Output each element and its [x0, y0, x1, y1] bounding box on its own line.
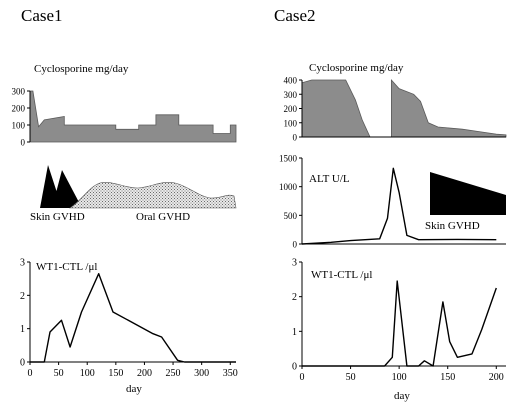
case2-cyclosporine-y-tick-label: 200	[284, 104, 298, 114]
case1-wt1-x-tick-label: 300	[194, 368, 209, 379]
case1-wt1-x-tick-label: 200	[137, 368, 152, 379]
case1-wt1-x-tick-label: 150	[108, 368, 123, 379]
case2-cyclosporine-area-1	[301, 79, 371, 138]
case1-wt1-y-tick-label: 2	[20, 291, 25, 302]
case1-wt1-x-tick-label: 250	[166, 368, 181, 379]
case2-alt-y-tick-label: 0	[293, 240, 298, 250]
case1-skin-gvhd-marker-2	[52, 170, 82, 208]
case1-cyclosporine-y-tick-label: 0	[21, 138, 26, 148]
case1-wt1-label: WT1-CTL /μl	[36, 261, 97, 273]
case2-title: Case2	[274, 6, 316, 25]
case2-cyclosporine-y-tick-label: 0	[293, 133, 298, 143]
case1-cyclosporine-y-tick-label: 300	[12, 87, 26, 97]
case2-wt1-y-tick-label: 2	[292, 292, 297, 303]
case1-cyclosporine-y-tick-label: 100	[12, 121, 26, 131]
case2-skin-gvhd-label: Skin GVHD	[425, 220, 480, 232]
case1-wt1-line	[30, 273, 236, 363]
case2-cyclosporine-y-tick-label: 300	[284, 90, 298, 100]
case2-wt1-y-tick-label: 0	[292, 362, 297, 373]
case1-oral-gvhd-label: Oral GVHD	[136, 211, 190, 223]
case2-skin-gvhd-marker	[430, 172, 506, 215]
case1-wt1-x-tick-label: 100	[80, 368, 95, 379]
case1-cyclosporine-y-tick-label: 200	[12, 104, 26, 114]
case2-wt1-xlabel: day	[394, 390, 410, 402]
case1-wt1-x-tick-label: 50	[54, 368, 64, 379]
case1-title: Case1	[21, 6, 63, 25]
case1-wt1-y-tick-label: 3	[20, 258, 25, 269]
case1-cyclosporine-area	[29, 90, 237, 143]
case2-cyclosporine-area-2	[391, 78, 507, 138]
case1-wt1-x-tick-label: 0	[28, 368, 33, 379]
case2-alt-label: ALT U/L	[309, 173, 350, 185]
case2-wt1-y-tick-label: 1	[292, 327, 297, 338]
case2-wt1-x-tick-label: 100	[392, 372, 407, 383]
case1-oral-gvhd-area	[69, 182, 237, 209]
case2-wt1-line	[302, 280, 497, 367]
case1-wt1-y-tick-label: 0	[20, 358, 25, 369]
case2-cyclosporine-y-tick-label: 400	[284, 76, 298, 86]
case2-cyclosporine-y-tick-label: 100	[284, 118, 298, 128]
case1-wt1-x-tick-label: 350	[223, 368, 238, 379]
case1-cyclosporine-label: Cyclosporine mg/day	[34, 63, 129, 75]
case1-wt1-y-tick-label: 1	[20, 324, 25, 335]
case2-alt-y-tick-label: 500	[284, 211, 298, 221]
case2-wt1-x-tick-label: 50	[346, 372, 356, 383]
case2-wt1-x-tick-label: 200	[489, 372, 504, 383]
case2-wt1-x-tick-label: 0	[300, 372, 305, 383]
case2-alt-y-tick-label: 1500	[279, 154, 298, 164]
case2-wt1-label: WT1-CTL /μl	[311, 269, 372, 281]
case2-alt-y-tick-label: 1000	[279, 182, 298, 192]
case2-alt-line	[301, 167, 497, 245]
case2-wt1-y-tick-label: 3	[292, 258, 297, 269]
case1-wt1-xlabel: day	[126, 383, 142, 395]
case1-skin-gvhd-label: Skin GVHD	[30, 211, 85, 223]
case2-cyclosporine-label: Cyclosporine mg/day	[309, 62, 404, 74]
case2-wt1-x-tick-label: 150	[440, 372, 455, 383]
